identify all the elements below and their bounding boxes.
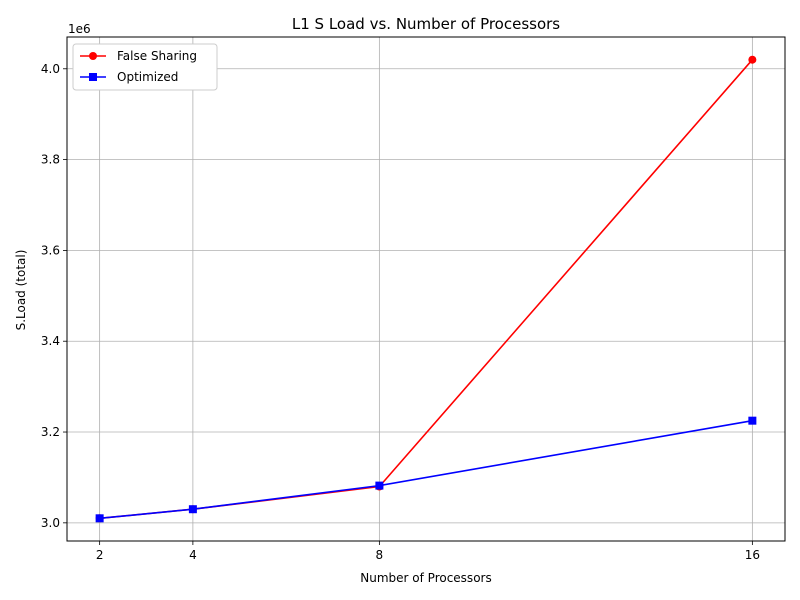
y-tick-label: 3.2 xyxy=(41,425,60,439)
legend: False Sharing Optimized xyxy=(72,43,218,91)
x-tick-label: 4 xyxy=(189,548,197,562)
legend-box xyxy=(72,43,218,91)
legend-label: False Sharing xyxy=(117,49,197,63)
x-tick-label: 2 xyxy=(96,548,104,562)
series-1 xyxy=(95,416,757,523)
legend-swatch-marker xyxy=(89,73,97,81)
chart-title: L1 S Load vs. Number of Processors xyxy=(292,15,560,33)
plot-frame xyxy=(66,36,786,542)
x-tick-label: 8 xyxy=(376,548,384,562)
data-point xyxy=(95,514,104,523)
legend-swatch-marker xyxy=(89,52,97,60)
y-offset-label: 1e6 xyxy=(68,22,91,36)
y-tick-label: 3.8 xyxy=(41,153,60,167)
data-point xyxy=(748,55,757,64)
y-tick-label: 3.0 xyxy=(41,516,60,530)
series-line xyxy=(99,419,753,520)
y-axis-label: S.Load (total) xyxy=(14,250,28,331)
y-tick-label: 3.6 xyxy=(41,243,60,257)
x-tick-label: 16 xyxy=(745,548,760,562)
series-layer xyxy=(95,55,757,523)
data-point xyxy=(748,416,757,425)
legend-label: Optimized xyxy=(117,70,178,84)
y-tick-label: 3.4 xyxy=(41,334,60,348)
data-point xyxy=(375,481,384,490)
y-axis: 3.0 3.2 3.4 3.6 3.8 4.0 xyxy=(41,62,67,530)
x-axis: 2 4 8 16 xyxy=(96,541,760,562)
y-tick-label: 4.0 xyxy=(41,62,60,76)
data-point xyxy=(188,505,197,514)
x-axis-label: Number of Processors xyxy=(360,571,491,585)
